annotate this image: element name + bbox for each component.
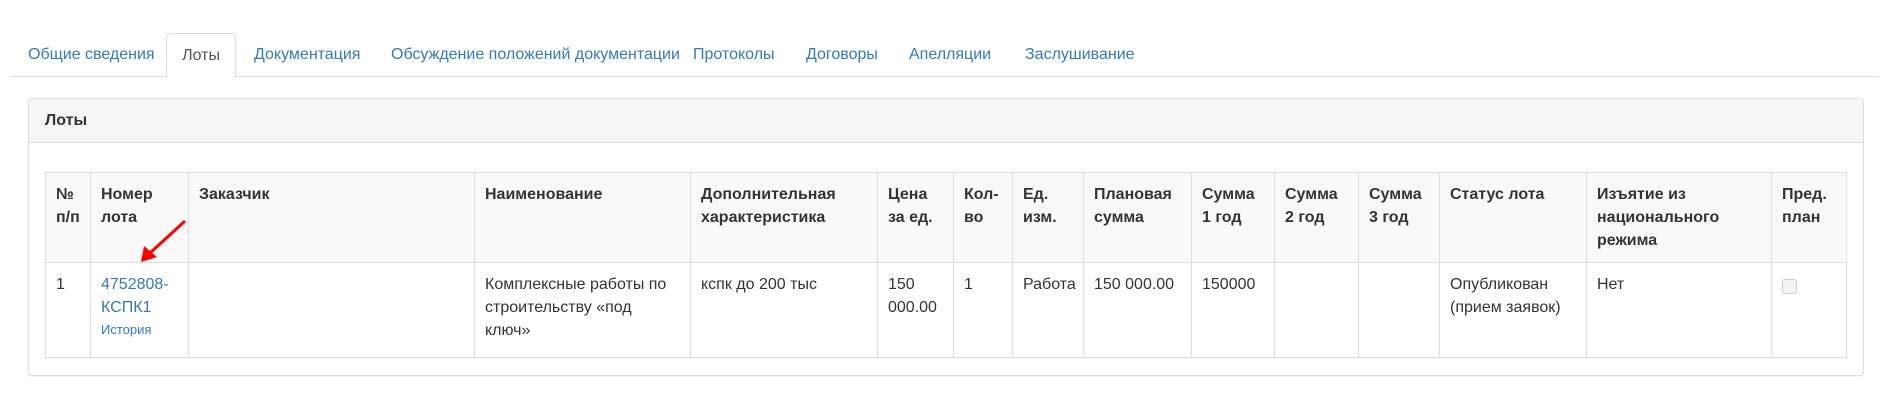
cell-extra: кспк до 200 тыс <box>690 262 878 358</box>
cell-qty: 1 <box>953 262 1013 358</box>
lots-table: № п/п Номер лота Заказчик Наименование Д… <box>45 172 1847 358</box>
col-header-lot-number: Номер лота <box>90 172 189 263</box>
tab-bar: Общие сведения Лоты Документация Обсужде… <box>10 33 1879 78</box>
col-header-unit: Ед. изм. <box>1012 172 1084 263</box>
col-header-num: № п/п <box>45 172 91 263</box>
table-row: 1 4752808-КСПК1 История Комплексные рабо… <box>45 262 1847 358</box>
cell-planned-sum: 150 000.00 <box>1083 262 1192 358</box>
col-header-name: Наименование <box>474 172 691 263</box>
cell-customer <box>188 262 475 358</box>
cell-unit: Работа <box>1012 262 1084 358</box>
cell-sum3 <box>1358 262 1440 358</box>
cell-num: 1 <box>45 262 91 358</box>
col-header-qty: Кол-во <box>953 172 1013 263</box>
col-header-sum2: Сумма 2 год <box>1274 172 1359 263</box>
lots-panel: Лоты № п/п Номер лота Заказчик Наименова… <box>28 98 1864 376</box>
tab-general-info[interactable]: Общие сведения <box>28 46 155 63</box>
cell-status: Опубликован (прием заявок) <box>1439 262 1587 358</box>
tab-appeals[interactable]: Апелляции <box>909 46 992 63</box>
col-header-exemption: Изъятие из национального режима <box>1586 172 1772 263</box>
col-header-planned-sum: Плановая сумма <box>1083 172 1192 263</box>
table-header-row: № п/п Номер лота Заказчик Наименование Д… <box>45 172 1847 263</box>
tab-lots[interactable]: Лоты <box>166 33 236 78</box>
tab-hearing[interactable]: Заслушивание <box>1025 46 1135 63</box>
cell-name: Комплексные работы по строительству «под… <box>474 262 691 358</box>
col-header-pre-plan: Пред. план <box>1771 172 1847 263</box>
lot-number-link[interactable]: 4752808-КСПК1 <box>101 276 169 316</box>
history-link[interactable]: История <box>101 322 152 337</box>
tab-protocols[interactable]: Протоколы <box>693 46 775 63</box>
col-header-status: Статус лота <box>1439 172 1587 263</box>
col-header-sum3: Сумма 3 год <box>1358 172 1440 263</box>
cell-sum1: 150000 <box>1191 262 1275 358</box>
cell-lot-number: 4752808-КСПК1 История <box>90 262 189 358</box>
cell-pre-plan <box>1771 262 1847 358</box>
cell-exemption: Нет <box>1586 262 1772 358</box>
tab-contracts[interactable]: Договоры <box>806 46 878 63</box>
tab-documentation-discussion[interactable]: Обсуждение положений документации <box>391 46 680 63</box>
cell-unit-price: 150 000.00 <box>877 262 954 358</box>
cell-sum2 <box>1274 262 1359 358</box>
col-header-customer: Заказчик <box>188 172 475 263</box>
panel-title: Лоты <box>29 99 1863 143</box>
col-header-sum1: Сумма 1 год <box>1191 172 1275 263</box>
tab-documentation[interactable]: Документация <box>254 46 361 63</box>
col-header-extra: Дополнительная характеристика <box>690 172 878 263</box>
col-header-unit-price: Цена за ед. <box>877 172 954 263</box>
pre-plan-checkbox[interactable] <box>1782 279 1797 294</box>
